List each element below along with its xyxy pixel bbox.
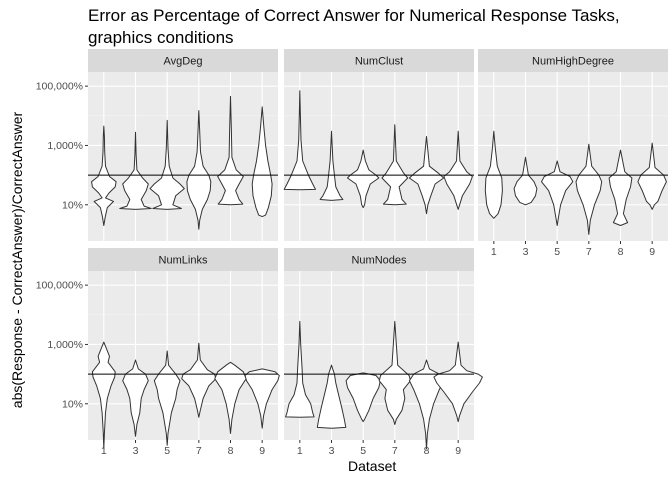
x-tick-label: 9	[649, 246, 655, 258]
facet-strip	[88, 248, 278, 271]
violin-NumHighDegree-9	[637, 142, 667, 210]
violin-NumLinks-9	[244, 368, 280, 429]
title-line-1: Error as Percentage of Correct Answer fo…	[88, 6, 620, 25]
facet-strip	[88, 49, 278, 72]
violin-NumClust-3	[319, 130, 344, 201]
x-tick-label: 7	[196, 445, 202, 457]
x-tick-label: 5	[554, 246, 560, 258]
facet-label: NumClust	[355, 56, 403, 68]
violin-NumNodes-1	[285, 320, 315, 418]
facet-label: AvgDeg	[164, 56, 203, 68]
x-tick-label: 1	[297, 445, 303, 457]
violin-NumHighDegree-5	[541, 160, 574, 226]
x-tick-label: 9	[455, 445, 461, 457]
violin-AvgDeg-3	[119, 131, 152, 210]
x-tick-label: 5	[164, 445, 170, 457]
y-axis-label: abs(Response - CorrectAnswer)/CorrectAns…	[9, 111, 25, 409]
x-tick-label: 1	[491, 246, 497, 258]
y-tick-label: 1,000%	[47, 140, 83, 152]
violin-NumClust-1	[283, 90, 316, 191]
y-tick-label: 1,000%	[47, 339, 83, 351]
x-tick-label: 9	[259, 445, 265, 457]
x-tick-label: 3	[133, 445, 139, 457]
panel-background	[284, 271, 474, 440]
violin-NumHighDegree-3	[513, 156, 538, 206]
x-tick-label: 7	[586, 246, 592, 258]
y-tick-label: 10%	[62, 398, 83, 410]
x-tick-label: 8	[228, 445, 234, 457]
x-tick-label: 8	[618, 246, 624, 258]
x-axis-label: Dataset	[348, 458, 397, 474]
facet-strip	[284, 49, 474, 72]
violin-NumLinks-8	[214, 361, 247, 434]
violin-NumLinks-7	[181, 342, 217, 418]
x-tick-label: 3	[523, 246, 529, 258]
facet-strip	[478, 49, 668, 72]
facet-label: NumHighDegree	[532, 56, 614, 68]
title-line-2: graphics conditions	[88, 28, 234, 47]
panel-background	[88, 72, 278, 241]
violin-AvgDeg-1	[91, 125, 117, 226]
facet-strip	[284, 248, 474, 271]
violin-NumClust-7	[381, 124, 409, 206]
x-tick-label: 1	[101, 445, 107, 457]
violin-NumNodes-3	[316, 364, 347, 429]
panel-background	[284, 72, 474, 241]
facet-label: NumLinks	[159, 255, 208, 267]
y-tick-label: 10%	[62, 199, 83, 211]
panel-background	[478, 72, 668, 241]
violin-AvgDeg-7	[186, 110, 212, 230]
y-tick-label: 100,000%	[36, 280, 83, 292]
panel-background	[88, 271, 278, 440]
violin-NumLinks-3	[122, 359, 149, 437]
violin-AvgDeg-9	[251, 106, 273, 218]
violin-NumNodes-8	[408, 359, 445, 450]
violin-AvgDeg-8	[217, 95, 244, 206]
y-tick-label: 100,000%	[36, 81, 83, 93]
violin-NumNodes-9	[433, 341, 483, 423]
x-tick-label: 3	[329, 445, 335, 457]
violin-AvgDeg-5	[149, 119, 185, 210]
violin-NumClust-9	[443, 130, 473, 210]
violin-NumHighDegree-7	[575, 143, 603, 235]
x-tick-label: 8	[424, 445, 430, 457]
x-tick-label: 5	[360, 445, 366, 457]
facet-label: NumNodes	[351, 255, 407, 267]
violin-NumLinks-1	[91, 341, 116, 450]
violin-NumNodes-7	[378, 320, 411, 425]
violin-NumHighDegree-8	[608, 149, 633, 226]
violin-NumNodes-5	[345, 372, 381, 423]
x-tick-label: 7	[392, 445, 398, 457]
violin-NumClust-5	[347, 149, 380, 209]
chart-title: Error as Percentage of Correct Answer fo…	[88, 5, 620, 49]
